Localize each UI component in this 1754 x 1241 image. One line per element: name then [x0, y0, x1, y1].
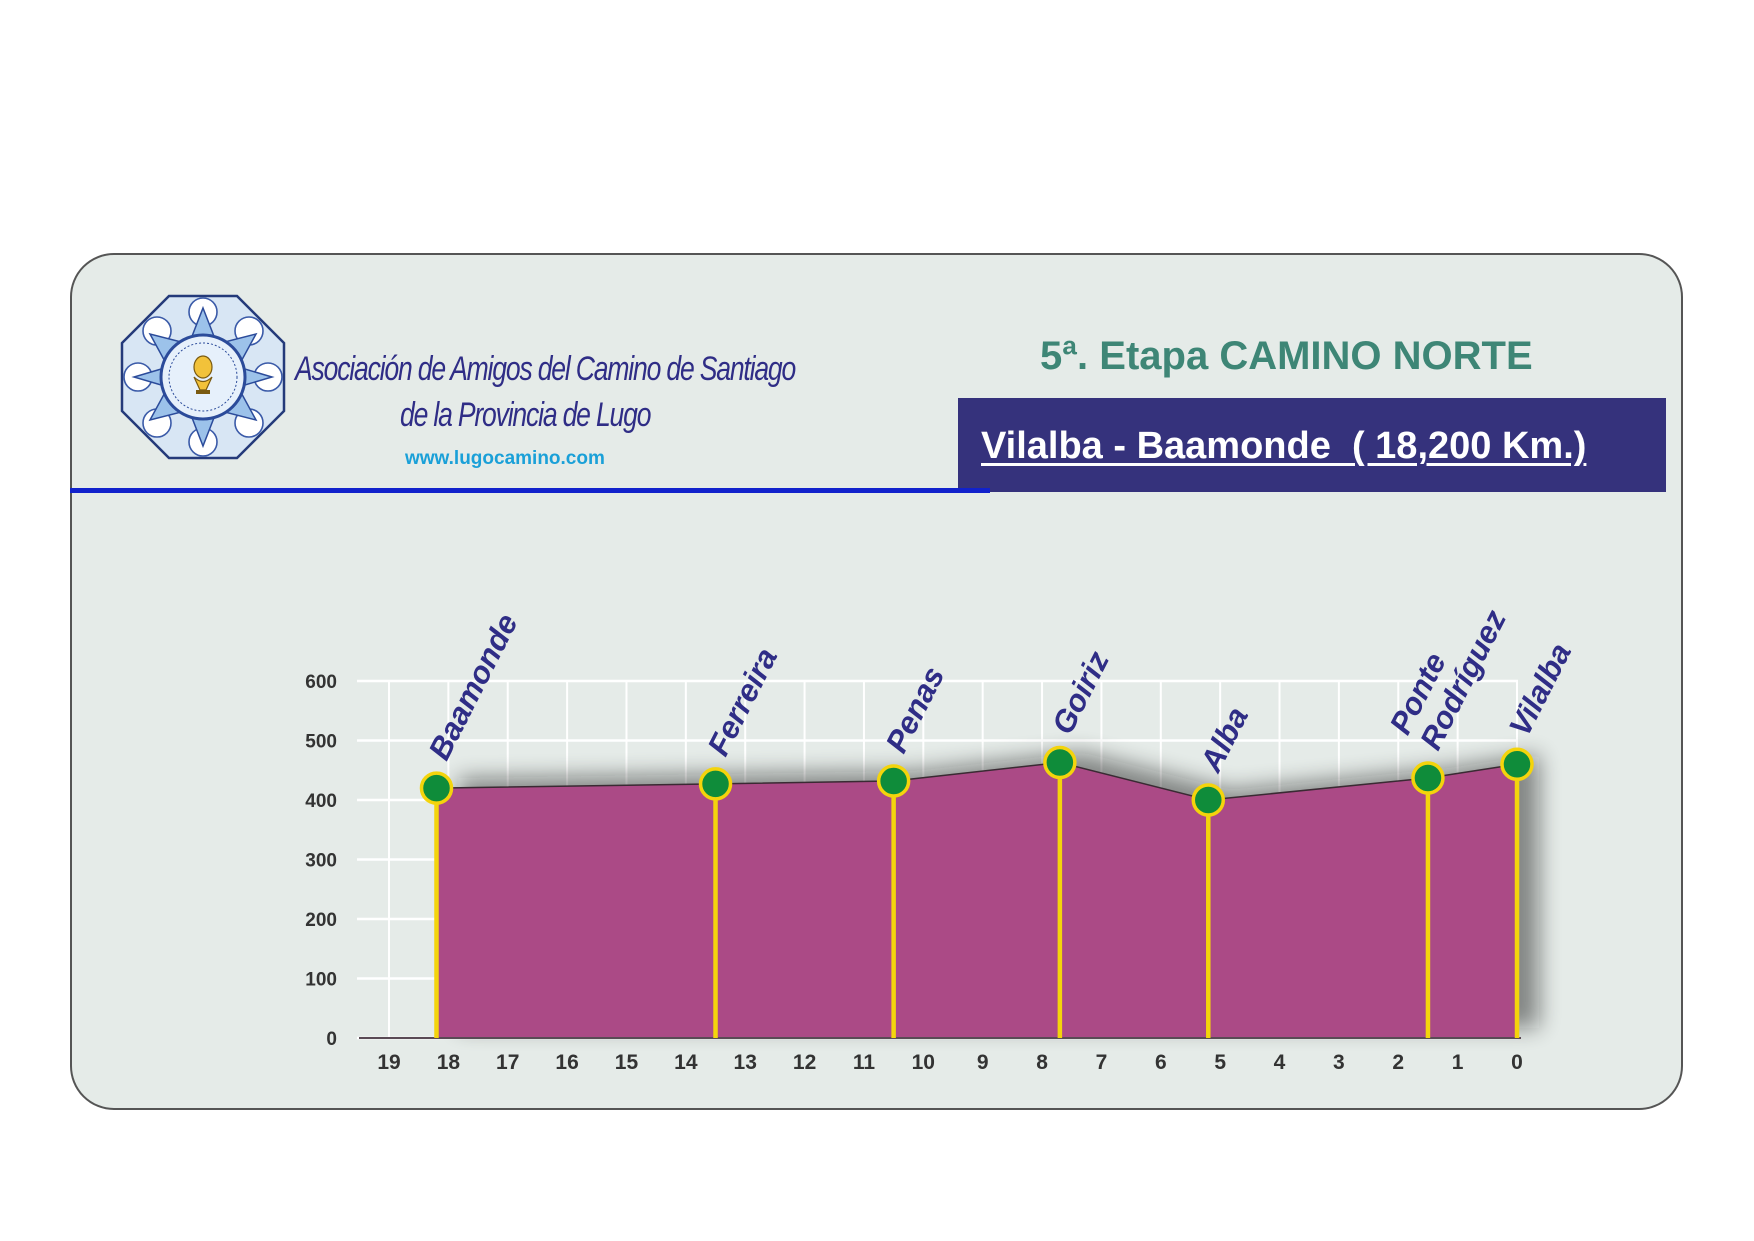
place-label: Penas: [879, 661, 952, 758]
place-marker-dot: [1411, 761, 1445, 795]
y-tick-label: 600: [305, 672, 337, 693]
x-tick-label: 5: [1214, 1051, 1226, 1074]
x-tick-label: 8: [1036, 1051, 1048, 1074]
y-tick-label: 0: [326, 1029, 337, 1050]
place-marker-dot: [1500, 747, 1534, 782]
place-marker-dot: [698, 767, 733, 801]
x-tick-label: 13: [734, 1051, 757, 1074]
x-tick-label: 3: [1333, 1051, 1345, 1074]
x-tick-label: 11: [853, 1051, 876, 1074]
x-tick-label: 0: [1511, 1051, 1523, 1074]
y-tick-label: 200: [305, 910, 337, 931]
x-tick-label: 9: [977, 1051, 989, 1074]
x-tick-label: 17: [496, 1051, 519, 1074]
place-marker-dot: [876, 764, 911, 798]
x-tick-label: 16: [555, 1051, 578, 1074]
route-banner: [958, 398, 1666, 492]
website-link[interactable]: www.lugocamino.com: [405, 448, 605, 469]
place-label: Ferreira: [701, 642, 785, 761]
stage-title: 5ª. Etapa CAMINO NORTE: [1040, 334, 1533, 378]
y-tick-label: 300: [305, 851, 337, 872]
x-tick-label: 4: [1274, 1051, 1286, 1074]
x-tick-label: 10: [912, 1051, 935, 1074]
y-tick-label: 400: [305, 791, 337, 812]
x-tick-label: 2: [1392, 1051, 1404, 1074]
header-divider: [70, 488, 990, 493]
y-tick-label: 100: [305, 970, 337, 991]
place-marker-dot: [1043, 745, 1077, 780]
x-tick-label: 15: [615, 1051, 639, 1074]
elevation-area: [435, 761, 1518, 1039]
org-name-line-1: Asociación de Amigos del Camino de Santi…: [295, 350, 796, 388]
place-marker-dot: [419, 771, 454, 805]
place-marker-dot: [1191, 783, 1226, 817]
x-tick-label: 14: [674, 1051, 698, 1074]
x-tick-label: 12: [793, 1051, 816, 1074]
place-label: Goiriz: [1045, 645, 1116, 740]
association-logo: [120, 294, 286, 460]
x-tick-label: 6: [1155, 1051, 1167, 1074]
org-name-line-2: de la Provincia de Lugo: [400, 396, 651, 434]
place-label: PonteRodríguez: [1383, 588, 1514, 755]
x-tick-label: 1: [1452, 1051, 1464, 1074]
y-tick-label: 500: [305, 732, 337, 753]
route-title: Vilalba - Baamonde ( 18,200 Km.): [981, 425, 1587, 467]
x-tick-label: 19: [377, 1051, 400, 1074]
place-label: Vilalba: [1502, 638, 1578, 742]
x-tick-label: 7: [1096, 1051, 1108, 1074]
x-tick-label: 18: [437, 1051, 461, 1074]
